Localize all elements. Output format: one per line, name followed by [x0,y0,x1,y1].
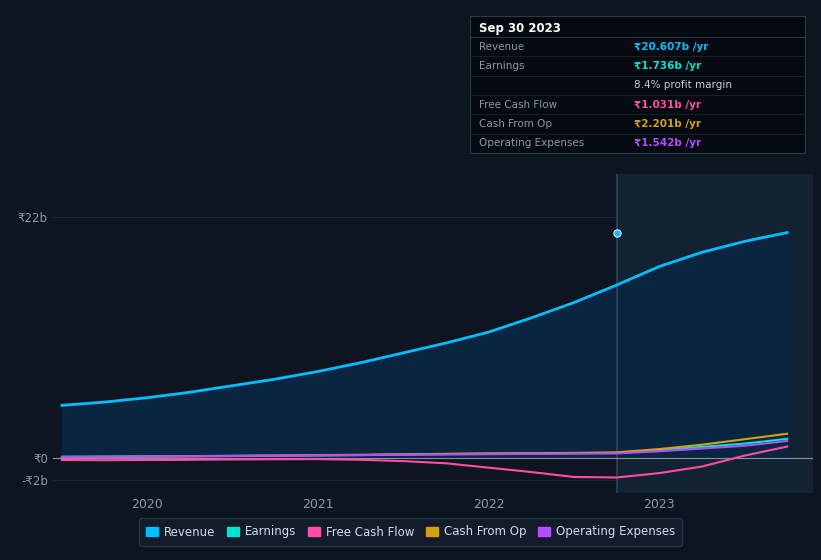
Legend: Revenue, Earnings, Free Cash Flow, Cash From Op, Operating Expenses: Revenue, Earnings, Free Cash Flow, Cash … [139,519,682,545]
Text: ₹1.736b /yr: ₹1.736b /yr [634,61,701,71]
Text: ₹1.542b /yr: ₹1.542b /yr [634,138,701,148]
Text: Earnings: Earnings [479,61,525,71]
Text: ₹20.607b /yr: ₹20.607b /yr [634,41,709,52]
Bar [617,174,821,493]
Text: Free Cash Flow: Free Cash Flow [479,100,557,110]
Text: Revenue: Revenue [479,41,525,52]
Text: Operating Expenses: Operating Expenses [479,138,585,148]
Text: ₹1.031b /yr: ₹1.031b /yr [634,100,701,110]
Text: 8.4% profit margin: 8.4% profit margin [634,80,732,90]
Text: Sep 30 2023: Sep 30 2023 [479,22,562,35]
Text: Cash From Op: Cash From Op [479,119,553,129]
Text: ₹2.201b /yr: ₹2.201b /yr [634,119,701,129]
